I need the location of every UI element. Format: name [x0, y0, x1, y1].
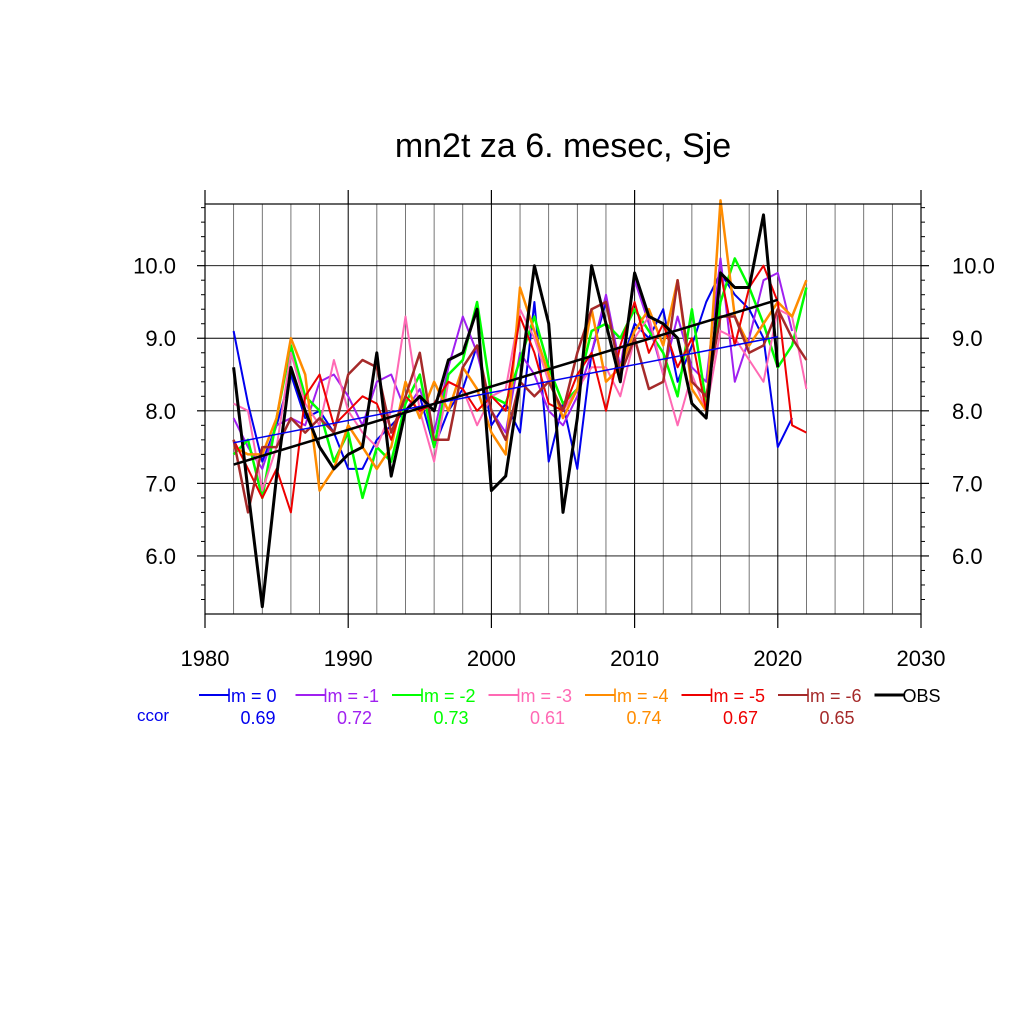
x-tick-label: 1990 — [324, 646, 373, 671]
trend-group — [233, 298, 779, 466]
y-tick-label-right: 9.0 — [952, 326, 983, 351]
y-tick-label-left: 10.0 — [133, 254, 176, 279]
y-tick-label-left: 9.0 — [145, 326, 176, 351]
legend-ccor-5: 0.67 — [723, 708, 758, 728]
legend-label-3: lm = -3 — [517, 686, 573, 706]
legend-label-6: lm = -6 — [806, 686, 862, 706]
x-tick-label: 2020 — [753, 646, 802, 671]
series-group — [232, 199, 808, 609]
x-tick-label: 2010 — [610, 646, 659, 671]
y-tick-label-left: 7.0 — [145, 471, 176, 496]
legend-ccor-4: 0.74 — [626, 708, 661, 728]
legend-ccor-0: 0.69 — [240, 708, 275, 728]
legend-ccor-1: 0.72 — [337, 708, 372, 728]
plot-frame — [204, 203, 922, 615]
chart-title: mn2t za 6. mesec, Sje — [395, 127, 731, 165]
ccor-label: ccor — [137, 706, 169, 725]
legend-label-0: lm = 0 — [227, 686, 277, 706]
legend: ccor lm = 00.69 lm = -10.72 lm = -20.73 lm =… — [137, 686, 941, 728]
series-line-7 — [232, 213, 780, 609]
y-tick-label-right: 6.0 — [952, 544, 983, 569]
legend-ccor-6: 0.65 — [819, 708, 854, 728]
legend-label-2: lm = -2 — [420, 686, 476, 706]
legend-ccor-2: 0.73 — [433, 708, 468, 728]
y-tick-label-left: 8.0 — [145, 399, 176, 424]
legend-label-5: lm = -5 — [710, 686, 766, 706]
y-tick-label-left: 6.0 — [145, 544, 176, 569]
x-tick-label: 1980 — [181, 646, 230, 671]
series-line-4 — [233, 199, 808, 492]
legend-label-1: lm = -1 — [324, 686, 380, 706]
x-tick-label: 2000 — [467, 646, 516, 671]
legend-ccor-3: 0.61 — [530, 708, 565, 728]
y-tick-label-right: 7.0 — [952, 471, 983, 496]
axes: 1980 1990 2000 2010 2020 2030 6.0 6.0 7.0 7.0 8.0 8… — [133, 190, 995, 671]
y-tick-label-right: 8.0 — [952, 399, 983, 424]
trend-line-7 — [233, 298, 779, 466]
legend-label-4: lm = -4 — [613, 686, 669, 706]
y-tick-label-right: 10.0 — [952, 254, 995, 279]
x-tick-label: 2030 — [897, 646, 946, 671]
trend-line-0 — [233, 336, 778, 444]
legend-label-7: OBS — [903, 686, 941, 706]
